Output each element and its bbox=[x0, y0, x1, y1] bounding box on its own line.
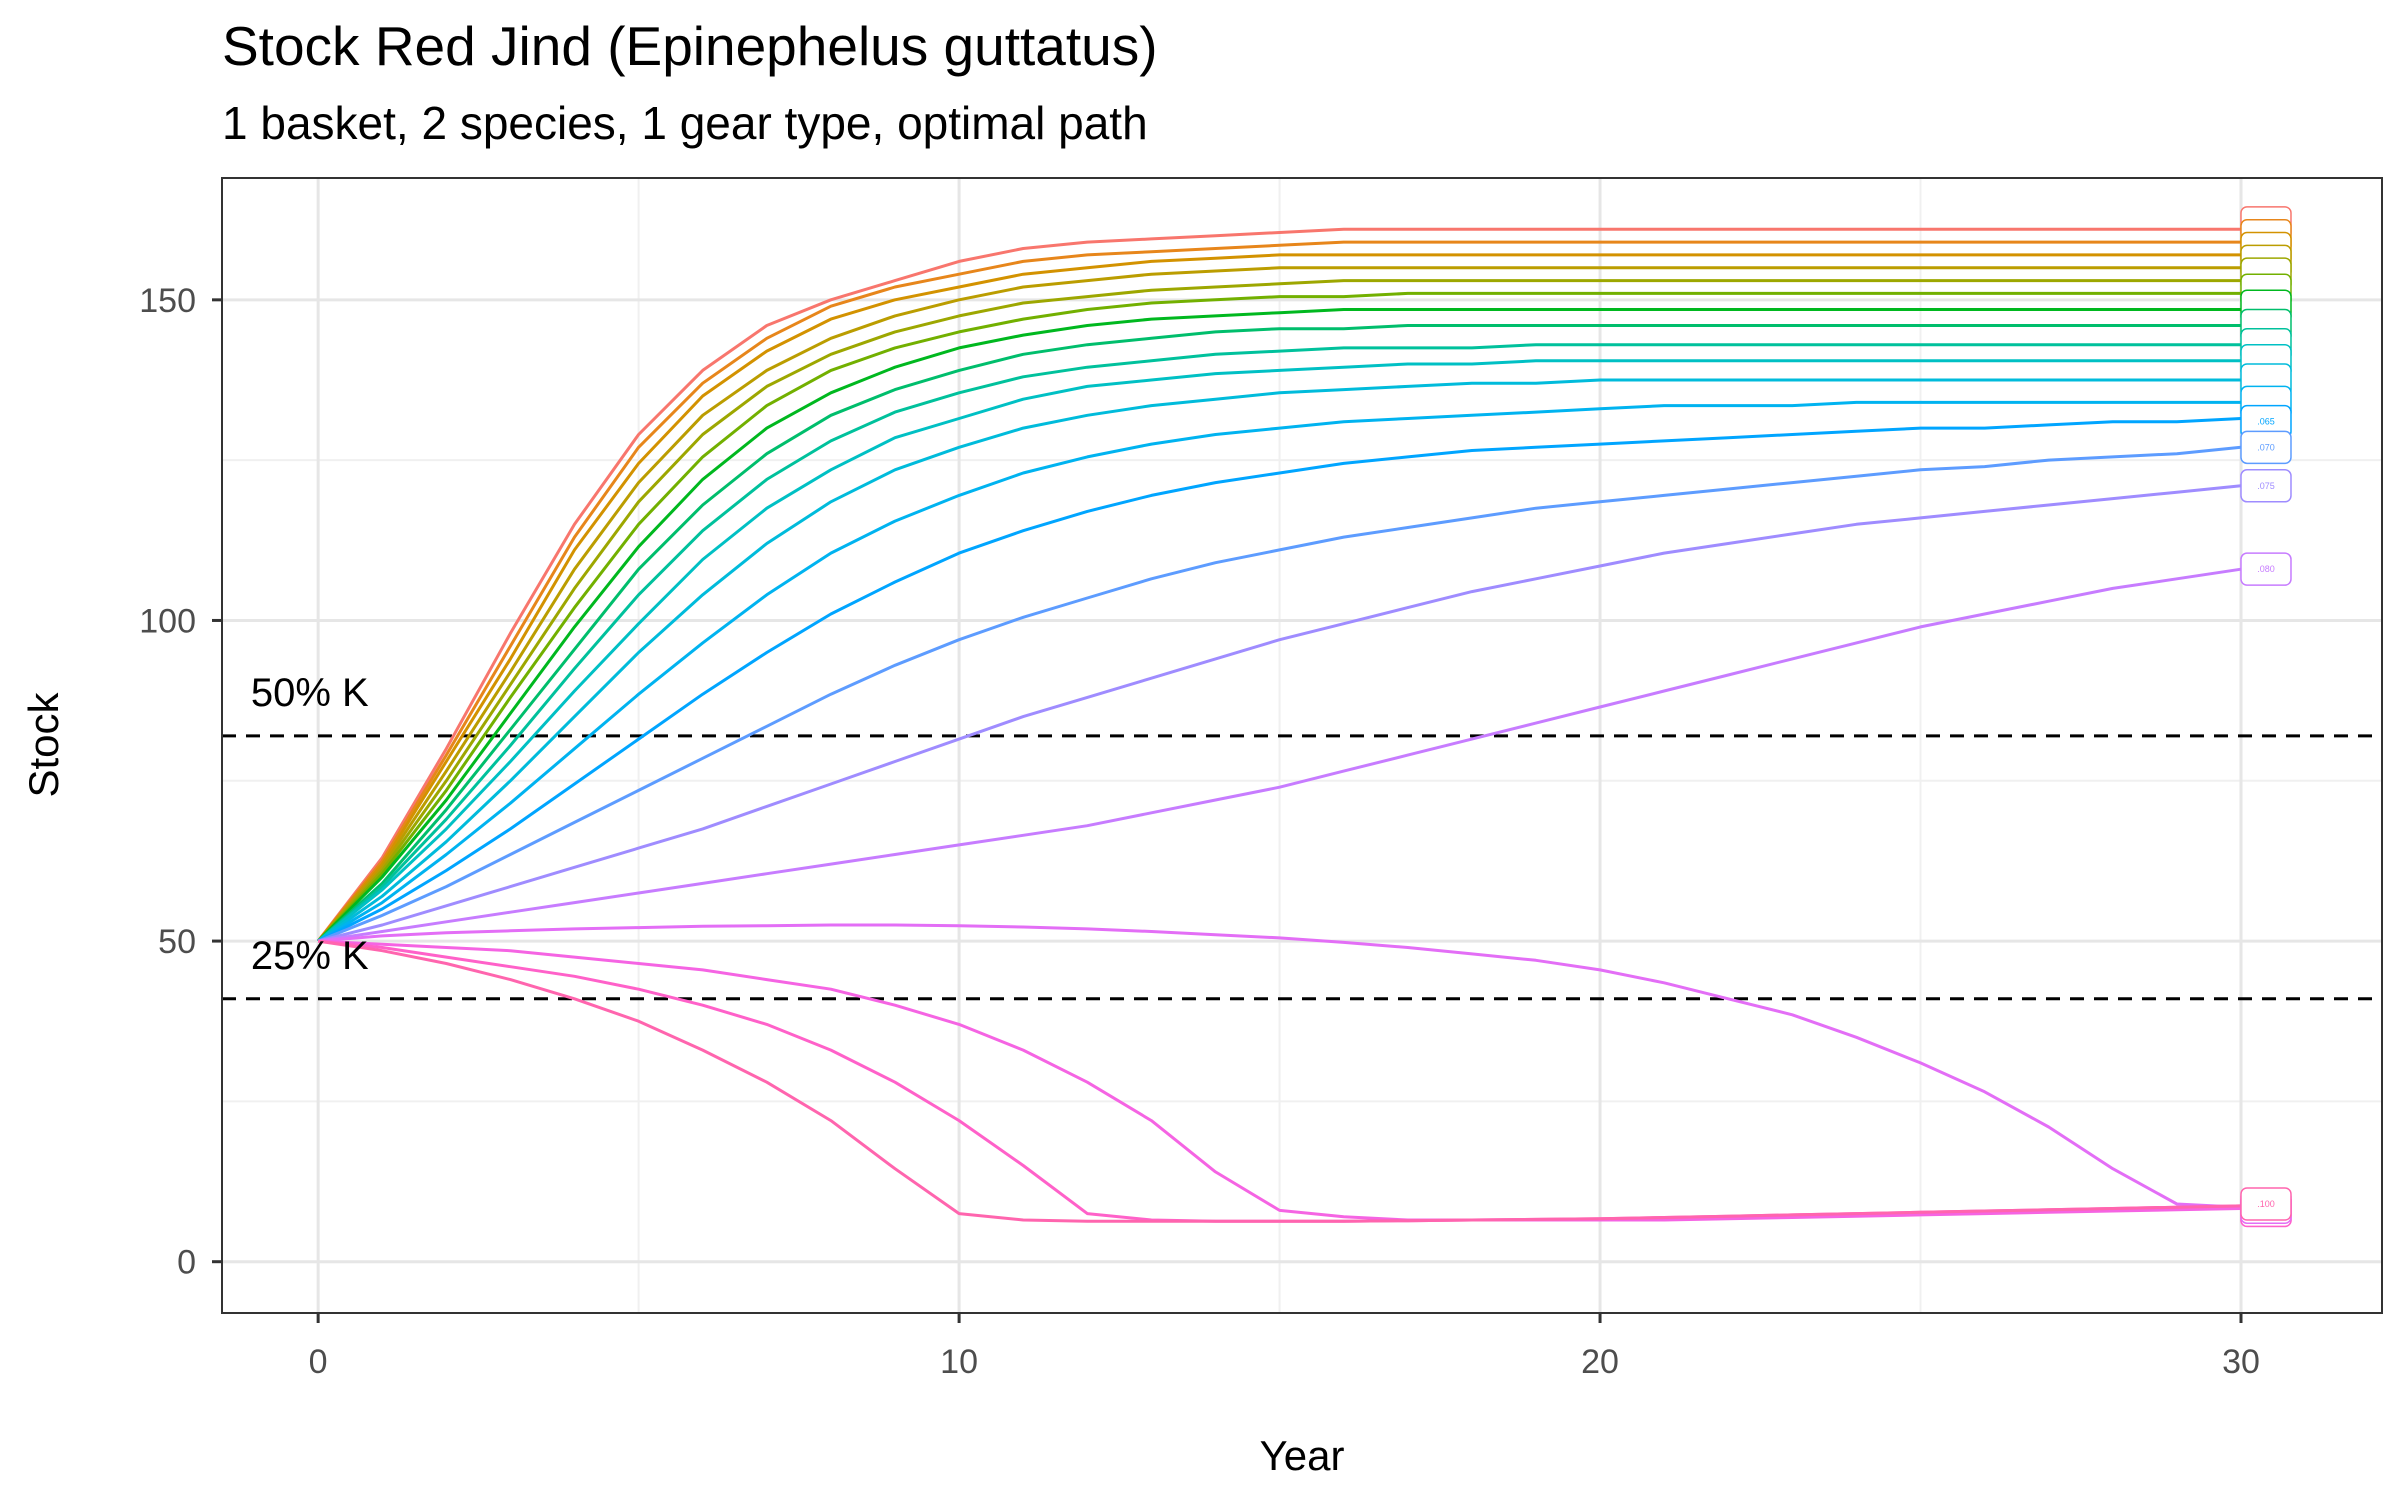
series-lines bbox=[316, 227, 2242, 1223]
series-line bbox=[317, 324, 2241, 943]
end-label-box bbox=[2240, 1187, 2292, 1221]
x-tick-label: 30 bbox=[2222, 1343, 2260, 1381]
series-line bbox=[317, 445, 2242, 943]
x-axis-title: Year bbox=[1260, 1432, 1345, 1479]
end-label-text: .080 bbox=[2257, 564, 2275, 574]
end-label: .100 bbox=[2240, 1187, 2292, 1221]
plot-panel bbox=[222, 178, 2382, 1313]
series-line bbox=[317, 308, 2241, 943]
x-tick-label: 0 bbox=[309, 1343, 328, 1381]
series-line bbox=[317, 923, 2242, 1209]
series-line bbox=[318, 939, 2242, 1222]
series-line bbox=[317, 484, 2242, 943]
reference-line-label: 25% K bbox=[251, 934, 369, 978]
series-line bbox=[317, 417, 2242, 943]
plot-border bbox=[221, 177, 2383, 1314]
end-label: .080 bbox=[2240, 552, 2292, 586]
reference-lines bbox=[222, 734, 2382, 1001]
y-tick-label: 100 bbox=[139, 602, 196, 640]
reference-line-label: 50% K bbox=[251, 671, 369, 715]
end-label-box bbox=[2240, 469, 2292, 503]
y-tick-label: 150 bbox=[139, 282, 196, 320]
series-line bbox=[317, 567, 2242, 943]
series-line bbox=[317, 939, 2242, 1223]
y-tick-label: 0 bbox=[177, 1244, 196, 1282]
chart-subtitle: 1 basket, 2 species, 1 gear type, optima… bbox=[222, 97, 1148, 149]
x-tick-label: 20 bbox=[1581, 1343, 1619, 1381]
end-label: .075 bbox=[2240, 469, 2292, 503]
end-labels: .065 .070 .075 .080 .100 bbox=[2240, 206, 2292, 1228]
x-tick-label: 10 bbox=[940, 1343, 978, 1381]
end-label: .070 bbox=[2240, 430, 2292, 465]
end-label-text: .070 bbox=[2257, 442, 2275, 452]
series-line bbox=[316, 253, 2241, 943]
reference-labels: 50% K 25% K bbox=[251, 671, 369, 978]
series-line bbox=[316, 279, 2241, 943]
axes: 0 10 20 30 0 50 100 150 bbox=[139, 282, 2260, 1381]
y-tick-label: 50 bbox=[158, 923, 196, 961]
series-line bbox=[316, 227, 2241, 943]
end-label-text: .075 bbox=[2257, 481, 2275, 491]
y-axis-title: Stock bbox=[20, 691, 67, 797]
series-line bbox=[317, 291, 2241, 943]
series-line bbox=[317, 400, 2241, 943]
end-label-box bbox=[2240, 552, 2292, 586]
chart-title: Stock Red Jind (Epinephelus guttatus) bbox=[222, 15, 1158, 77]
end-label-text: .100 bbox=[2257, 1199, 2275, 1209]
series-line bbox=[317, 378, 2241, 943]
series-line bbox=[317, 359, 2241, 943]
series-line bbox=[317, 343, 2241, 943]
end-label-text: .065 bbox=[2257, 417, 2275, 427]
end-label-box bbox=[2240, 430, 2292, 465]
series-line bbox=[316, 266, 2241, 943]
series-line bbox=[316, 240, 2241, 943]
